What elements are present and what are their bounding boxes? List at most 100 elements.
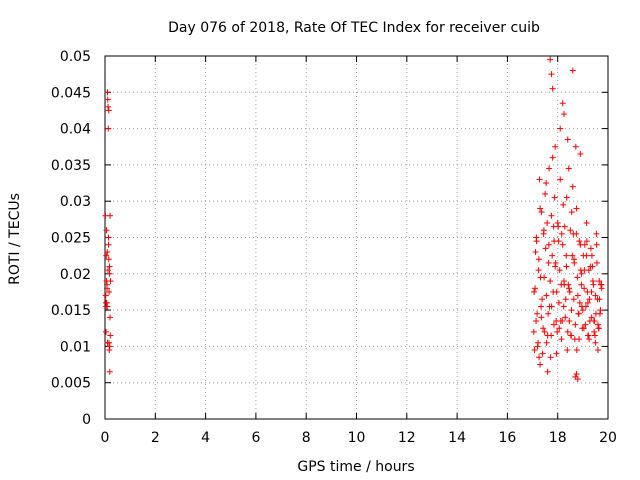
data-point: [545, 259, 552, 266]
data-point: [562, 314, 569, 321]
data-point: [569, 252, 576, 259]
data-point: [564, 347, 571, 354]
data-point: [105, 241, 112, 248]
y-tick-label: 0.005: [51, 376, 91, 392]
data-point: [102, 292, 109, 299]
data-point: [533, 238, 540, 245]
data-point: [559, 100, 566, 107]
data-point: [560, 111, 567, 118]
data-point: [592, 310, 599, 317]
data-point: [551, 194, 558, 201]
data-point: [566, 288, 573, 295]
data-point: [535, 267, 542, 274]
data-point: [531, 347, 538, 354]
data-point: [563, 252, 570, 259]
data-point: [104, 339, 111, 346]
data-point: [534, 310, 541, 317]
data-point: [558, 281, 565, 288]
data-point: [574, 292, 581, 299]
y-tick-label: 0: [82, 412, 91, 428]
data-point: [104, 89, 111, 96]
data-point: [103, 252, 110, 259]
x-tick-label: 20: [599, 430, 617, 446]
data-point: [552, 259, 559, 266]
data-point: [544, 219, 551, 226]
data-point: [588, 252, 595, 259]
y-tick-label: 0.04: [60, 122, 91, 138]
data-point: [570, 296, 577, 303]
data-point: [106, 347, 113, 354]
data-point: [104, 96, 111, 103]
data-point: [107, 278, 114, 285]
data-point: [558, 230, 565, 237]
data-point: [566, 317, 573, 324]
data-point: [104, 249, 111, 256]
data-point: [547, 56, 554, 63]
data-point: [550, 223, 557, 230]
data-point: [550, 321, 557, 328]
y-tick-label: 0.05: [60, 49, 91, 65]
data-point: [586, 336, 593, 343]
x-tick-label: 14: [448, 430, 466, 446]
data-point: [573, 230, 580, 237]
x-tick-label: 16: [498, 430, 516, 446]
data-point: [549, 154, 556, 161]
data-point: [531, 288, 538, 295]
x-tick-label: 18: [549, 430, 567, 446]
data-point: [552, 143, 559, 150]
data-point: [555, 238, 562, 245]
data-point: [563, 263, 570, 270]
x-tick-label: 4: [201, 430, 210, 446]
data-point: [537, 205, 544, 212]
data-point: [544, 368, 551, 375]
data-point: [540, 325, 547, 332]
data-point: [557, 125, 564, 132]
data-point: [105, 256, 112, 263]
data-point: [543, 292, 550, 299]
data-point: [577, 151, 584, 158]
data-point: [566, 285, 573, 292]
data-point: [530, 328, 537, 335]
data-point: [589, 263, 596, 270]
data-point: [105, 125, 112, 132]
data-point: [564, 328, 571, 335]
data-point: [103, 227, 110, 234]
data-point: [553, 317, 560, 324]
data-point: [581, 241, 588, 248]
data-point: [556, 267, 563, 274]
data-point: [554, 328, 561, 335]
data-point: [538, 303, 545, 310]
data-point: [107, 212, 114, 219]
data-point: [542, 245, 549, 252]
data-point: [549, 85, 556, 92]
data-point: [578, 270, 585, 277]
y-tick-label: 0.035: [51, 158, 91, 174]
data-point: [105, 107, 112, 114]
data-point: [553, 350, 560, 357]
data-point: [534, 343, 541, 350]
x-tick-label: 6: [251, 430, 260, 446]
data-point: [106, 343, 113, 350]
data-point: [106, 288, 113, 295]
data-point: [103, 328, 110, 335]
y-axis-ticks: 0 0.005 0.01 0.015 0.02 0.025 0.03 0.035 0.04 0.0…: [51, 49, 608, 428]
data-point: [105, 267, 112, 274]
data-point: [583, 252, 590, 259]
data-point: [592, 292, 599, 299]
data-point: [591, 332, 598, 339]
data-point: [592, 339, 599, 346]
data-point: [585, 267, 592, 274]
data-point: [107, 314, 114, 321]
y-tick-label: 0.025: [51, 231, 91, 247]
data-point: [543, 180, 550, 187]
data-point: [547, 354, 554, 361]
data-point: [568, 307, 575, 314]
data-point: [561, 223, 568, 230]
data-point: [573, 205, 580, 212]
data-point: [587, 245, 594, 252]
data-point: [548, 212, 555, 219]
data-point: [106, 270, 113, 277]
x-tick-label: 0: [101, 430, 110, 446]
data-point: [573, 370, 580, 377]
data-point: [106, 368, 113, 375]
